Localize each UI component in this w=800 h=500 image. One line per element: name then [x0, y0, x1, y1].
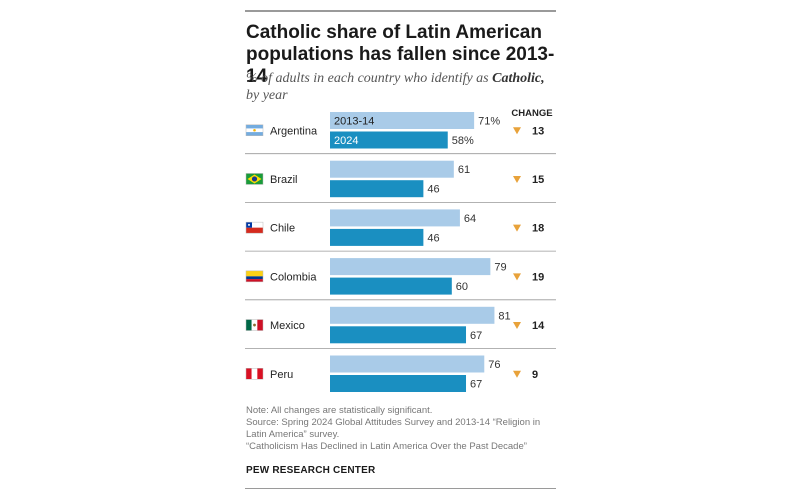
chart-subtitle: % of adults in each country who identify… [246, 70, 556, 104]
report-title-line: “Catholicism Has Declined in Latin Ameri… [246, 441, 527, 452]
bar-2024 [330, 326, 467, 344]
chile-flag [245, 221, 264, 234]
mexico-flag [245, 319, 264, 331]
change-value: 18 [532, 223, 544, 235]
top-rule [245, 10, 556, 12]
bar-2013-14 [330, 258, 491, 276]
bar-value-label: 46 [427, 232, 439, 244]
bar-2024 [330, 277, 452, 295]
bar-value-label: 79 [494, 262, 506, 274]
country-label: Colombia [270, 271, 317, 283]
country-label: Brazil [270, 174, 298, 186]
change-header: CHANGE [511, 108, 552, 119]
bar-value-label: 67 [470, 379, 482, 391]
note-line: Note: All changes are statistically sign… [246, 405, 433, 416]
subtitle-emphasis: Catholic, [492, 71, 545, 86]
source-line: Source: Spring 2024 Global Attitudes Sur… [246, 417, 541, 440]
bar-2024 [330, 180, 424, 198]
peru-flag [245, 368, 264, 380]
bar-value-label: 46 [427, 184, 439, 196]
pew-research-center-logo-text: PEW RESEARCH CENTER [246, 465, 376, 476]
brazil-flag [245, 173, 264, 185]
colombia-flag [245, 270, 264, 283]
chart-title: Catholic share of Latin American populat… [246, 22, 555, 87]
bottom-rule [245, 488, 556, 489]
down-arrow-icon [513, 127, 521, 135]
series-label-2013-14: 2013-14 [334, 116, 374, 128]
series-label-2024: 2024 [334, 135, 358, 147]
bar-value-label: 76 [488, 359, 500, 371]
bar-value-label: 71% [478, 116, 500, 128]
bar-value-label: 60 [456, 281, 468, 293]
down-arrow-icon [513, 370, 521, 378]
country-label: Mexico [270, 320, 305, 332]
bar-2013-14 [330, 160, 454, 178]
bar-value-label: 67 [470, 330, 482, 342]
down-arrow-icon [513, 322, 521, 330]
bar-value-label: 61 [458, 164, 470, 176]
subtitle-text: % of adults in each country who identify… [246, 71, 493, 86]
change-value: 13 [532, 125, 544, 137]
country-label: Peru [270, 369, 293, 381]
change-value: 14 [532, 320, 545, 332]
country-label: Argentina [270, 125, 318, 137]
bar-2024 [330, 131, 448, 149]
bar-value-label: 64 [464, 213, 476, 225]
country-label: Chile [270, 223, 295, 235]
bar-2024 [330, 375, 467, 392]
bar-2013-14 [330, 306, 495, 324]
argentina-flag [245, 124, 264, 136]
change-value: 15 [532, 174, 544, 186]
subtitle-text-end: by year [246, 88, 288, 103]
change-value: 19 [532, 271, 544, 283]
bar-2013-14 [330, 209, 460, 227]
bar-2013-14 [330, 355, 485, 373]
bar-value-label: 81 [498, 310, 510, 322]
down-arrow-icon [513, 175, 521, 183]
change-value: 9 [532, 369, 538, 381]
bar-2024 [330, 228, 424, 246]
bar-2013-14 [330, 112, 475, 129]
down-arrow-icon [513, 224, 521, 232]
down-arrow-icon [513, 273, 521, 281]
chart-notes: Note: All changes are statistically sign… [246, 405, 556, 453]
bar-value-label: 58% [452, 135, 474, 147]
